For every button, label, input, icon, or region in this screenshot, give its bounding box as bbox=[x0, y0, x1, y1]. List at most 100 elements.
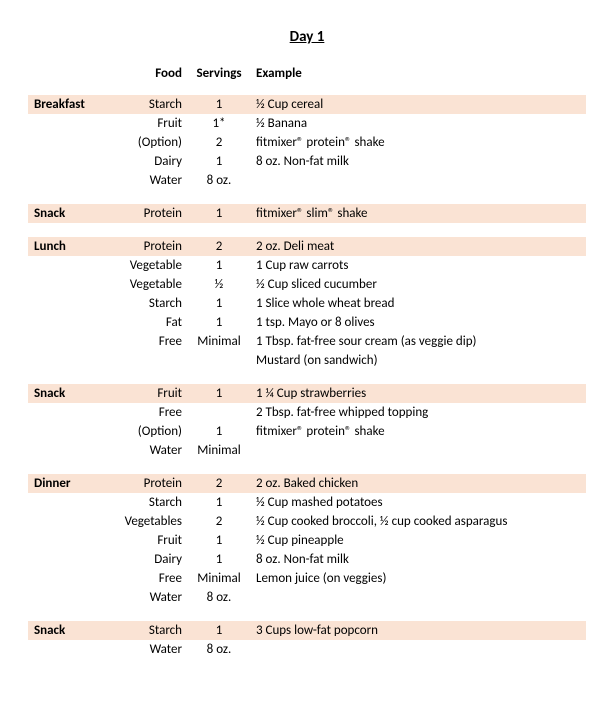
example-cell: 2 Tbsp. fat-free whipped topping bbox=[250, 403, 586, 422]
table-row: DinnerProtein22 oz. Baked chicken bbox=[28, 474, 586, 493]
food-cell: Fat bbox=[108, 313, 188, 332]
servings-cell: Minimal bbox=[188, 332, 250, 351]
servings-cell: Minimal bbox=[188, 569, 250, 588]
meal-cell bbox=[28, 313, 108, 332]
servings-cell: 1 bbox=[188, 550, 250, 569]
example-cell: 1 tsp. Mayo or 8 olives bbox=[250, 313, 586, 332]
meal-cell bbox=[28, 114, 108, 133]
example-cell: 8 oz. Non-fat milk bbox=[250, 152, 586, 171]
meal-cell bbox=[28, 294, 108, 313]
meal-cell bbox=[28, 403, 108, 422]
servings-cell bbox=[188, 403, 250, 422]
food-cell: Vegetables bbox=[108, 512, 188, 531]
meal-cell bbox=[28, 275, 108, 294]
food-cell: Free bbox=[108, 403, 188, 422]
food-cell: Starch bbox=[108, 493, 188, 512]
food-cell: Protein bbox=[108, 204, 188, 223]
servings-cell: 2 bbox=[188, 133, 250, 152]
table-row: Starch11 Slice whole wheat bread bbox=[28, 294, 586, 313]
food-cell: Starch bbox=[108, 95, 188, 114]
example-cell: ½ Banana bbox=[250, 114, 586, 133]
meal-cell: Breakfast bbox=[28, 95, 108, 114]
food-cell: Vegetable bbox=[108, 275, 188, 294]
food-cell: Water bbox=[108, 588, 188, 607]
example-cell: Mustard (on sandwich) bbox=[250, 351, 586, 370]
servings-cell: 2 bbox=[188, 512, 250, 531]
table-row: Vegetable11 Cup raw carrots bbox=[28, 256, 586, 275]
servings-cell bbox=[188, 351, 250, 370]
servings-cell: 1 bbox=[188, 95, 250, 114]
example-cell: fitmixer® protein® shake bbox=[250, 133, 586, 152]
meal-cell bbox=[28, 493, 108, 512]
servings-cell: 2 bbox=[188, 474, 250, 493]
food-cell: Vegetable bbox=[108, 256, 188, 275]
food-cell: Protein bbox=[108, 474, 188, 493]
col-example-header: Example bbox=[250, 64, 586, 95]
table-row: (Option)1fitmixer® protein® shake bbox=[28, 422, 586, 441]
food-cell: (Option) bbox=[108, 422, 188, 441]
servings-cell: 1 bbox=[188, 422, 250, 441]
food-cell: Water bbox=[108, 640, 188, 659]
servings-cell: 1 bbox=[188, 493, 250, 512]
table-row: Fruit1*½ Banana bbox=[28, 114, 586, 133]
example-cell: ½ Cup sliced cucumber bbox=[250, 275, 586, 294]
food-cell: Starch bbox=[108, 621, 188, 640]
table-row: Dairy18 oz. Non-fat milk bbox=[28, 152, 586, 171]
meal-cell bbox=[28, 351, 108, 370]
example-cell: ½ Cup cooked broccoli, ½ cup cooked aspa… bbox=[250, 512, 586, 531]
table-row: FreeMinimalLemon juice (on veggies) bbox=[28, 569, 586, 588]
servings-cell: 2 bbox=[188, 237, 250, 256]
servings-cell: ½ bbox=[188, 275, 250, 294]
meal-cell: Snack bbox=[28, 204, 108, 223]
meal-cell bbox=[28, 422, 108, 441]
servings-cell: 1 bbox=[188, 256, 250, 275]
example-cell: Lemon juice (on veggies) bbox=[250, 569, 586, 588]
meal-plan-table: Food Servings Example BreakfastStarch1½ … bbox=[28, 64, 586, 659]
meal-cell: Snack bbox=[28, 384, 108, 403]
meal-cell bbox=[28, 512, 108, 531]
table-row: SnackStarch13 Cups low-fat popcorn bbox=[28, 621, 586, 640]
example-cell bbox=[250, 588, 586, 607]
table-row: Starch1½ Cup mashed potatoes bbox=[28, 493, 586, 512]
col-food-header: Food bbox=[108, 64, 188, 95]
table-row: Water8 oz. bbox=[28, 588, 586, 607]
food-cell: Dairy bbox=[108, 550, 188, 569]
meal-cell bbox=[28, 441, 108, 460]
example-cell: ½ Cup cereal bbox=[250, 95, 586, 114]
example-cell: 1 Tbsp. fat-free sour cream (as veggie d… bbox=[250, 332, 586, 351]
table-row: LunchProtein22 oz. Deli meat bbox=[28, 237, 586, 256]
example-cell: 1 Cup raw carrots bbox=[250, 256, 586, 275]
spacer-row bbox=[28, 190, 586, 204]
servings-cell: 8 oz. bbox=[188, 171, 250, 190]
food-cell: (Option) bbox=[108, 133, 188, 152]
table-row: WaterMinimal bbox=[28, 441, 586, 460]
table-row: SnackProtein1fitmixer® slim® shake bbox=[28, 204, 586, 223]
food-cell: Starch bbox=[108, 294, 188, 313]
table-row: Mustard (on sandwich) bbox=[28, 351, 586, 370]
servings-cell: 1 bbox=[188, 152, 250, 171]
col-meal-header bbox=[28, 64, 108, 95]
example-cell: 8 oz. Non-fat milk bbox=[250, 550, 586, 569]
table-row: BreakfastStarch1½ Cup cereal bbox=[28, 95, 586, 114]
servings-cell: 8 oz. bbox=[188, 588, 250, 607]
example-cell: 1 Slice whole wheat bread bbox=[250, 294, 586, 313]
meal-cell bbox=[28, 152, 108, 171]
example-cell: fitmixer® protein® shake bbox=[250, 422, 586, 441]
servings-cell: 1 bbox=[188, 531, 250, 550]
table-row: Free 2 Tbsp. fat-free whipped topping bbox=[28, 403, 586, 422]
food-cell: Water bbox=[108, 441, 188, 460]
meal-cell bbox=[28, 133, 108, 152]
food-cell: Fruit bbox=[108, 384, 188, 403]
example-cell: 1 ¼ Cup strawberries bbox=[250, 384, 586, 403]
food-cell: Protein bbox=[108, 237, 188, 256]
example-cell bbox=[250, 171, 586, 190]
food-cell: Free bbox=[108, 332, 188, 351]
food-cell: Dairy bbox=[108, 152, 188, 171]
servings-cell: Minimal bbox=[188, 441, 250, 460]
header-row: Food Servings Example bbox=[28, 64, 586, 95]
table-row: Dairy18 oz. Non-fat milk bbox=[28, 550, 586, 569]
spacer-row bbox=[28, 460, 586, 474]
servings-cell: 1 bbox=[188, 294, 250, 313]
col-servings-header: Servings bbox=[188, 64, 250, 95]
food-cell bbox=[108, 351, 188, 370]
